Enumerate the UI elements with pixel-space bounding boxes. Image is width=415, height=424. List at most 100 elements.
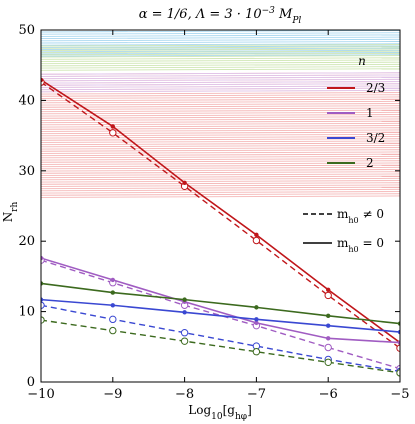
x-tick-label: −7 [247,387,266,402]
band-hatch-2 [41,43,400,46]
series-0-solid-point [110,124,116,129]
series-0-dashed-point [252,236,261,245]
band-hatch-0 [41,169,400,172]
band-hatch-3 [41,57,400,60]
series-1-solid-point [110,277,116,283]
band-hatch-2 [41,41,400,44]
series-3-dashed-point [41,316,45,324]
band-hatch-3 [41,61,400,65]
series-2-dashed-point [109,315,117,324]
y-tick-label: 40 [18,93,35,108]
band-hatch-0 [41,149,400,152]
band-hatch-0 [41,105,400,108]
band-hatch-0 [41,177,400,181]
series-3-solid-point [326,313,331,319]
band-hatch-0 [41,136,400,139]
band-hatch-0 [41,129,400,132]
band-hatch-2 [41,54,400,57]
band-hatch-0 [41,127,400,130]
band-hatch-0 [41,164,400,168]
series-3-solid-point [397,321,400,326]
band-hatch-2 [41,32,400,35]
band-hatch-0 [41,184,400,187]
series-3-dashed-line [41,319,400,374]
band-hatch-0 [41,186,400,190]
x-tick-label: −8 [175,387,194,402]
band-hatch-0 [41,188,400,192]
series-2-solid-point [397,329,400,335]
band-hatch-0 [41,175,400,179]
band-hatch-0 [41,125,400,128]
x-tick-label: −5 [390,387,409,402]
legend-label-3: 2 [366,156,374,170]
band-hatch-0 [41,155,400,159]
band-hatch-0 [41,94,400,97]
band-hatch-0 [41,144,400,148]
band-hatch-0 [41,133,400,137]
band-hatch-1 [41,78,400,82]
band-hatch-0 [41,153,400,157]
series-3-solid-point [41,281,44,286]
y-tick-label: 0 [27,375,35,390]
series-2-dashed-point [180,329,189,337]
band-hatch-2 [41,34,400,37]
series-layer [41,77,400,377]
band-hatch-0 [41,103,400,106]
series-0-dashed-point [324,291,332,300]
band-hatch-0 [41,173,400,176]
legend-solid-label: mh0 = 0 [337,236,384,254]
band-hatch-0 [41,160,400,163]
band-hatch-0 [41,166,400,170]
series-3-dashed-point [180,337,189,345]
series-1-solid-point [397,340,400,345]
legend-title: n [358,54,366,68]
series-1-solid-point [254,320,259,326]
band-hatch-0 [41,109,400,113]
band-hatch-3 [41,46,400,49]
y-axis-label: Nrh [1,202,20,223]
series-3-dashed-point [109,326,117,335]
band-hatch-0 [41,142,400,146]
band-hatch-0 [41,131,400,135]
series-2-solid-point [41,297,44,302]
series-2-solid-line [41,298,400,333]
band-layer [41,30,400,198]
legend-label-1: 1 [366,106,374,120]
series-1-solid-line [41,257,400,344]
band-hatch-0 [41,193,400,196]
series-2-solid-point [326,323,331,328]
band-hatch-0 [41,182,400,185]
band-hatch-0 [41,171,400,174]
band-hatch-2 [41,30,400,33]
series-3-dashed-point [324,358,332,366]
x-axis-label: Log10[ghφ] [188,403,252,422]
plot-frame [40,29,401,383]
band-hatch-0 [41,120,400,124]
band-hatch-0 [41,191,400,194]
band-hatch-1 [41,76,400,80]
band-hatch-1 [41,74,400,77]
series-3-solid-line [41,282,400,325]
band-hatch-2 [41,52,400,55]
series-0-solid-point [254,232,259,238]
series-2-dashed-point [41,301,45,309]
x-tick-label: −10 [27,387,54,402]
band-hatch-1 [41,81,400,84]
band-hatch-3 [41,63,400,67]
series-0-solid-point [326,287,331,292]
band-hatch-3 [41,68,400,71]
band-hatch-3 [41,44,400,47]
series-0-solid-point [182,180,187,185]
y-tick-label: 30 [18,164,35,179]
band-hatch-0 [41,98,400,102]
series-3-solid-point [182,297,187,302]
tick-layer: −10 −9 −8 −7 −6 −5 0 10 20 30 40 50 [18,23,409,402]
band-hatch-1 [41,85,400,88]
band-hatch-0 [41,140,400,143]
band-hatch-0 [41,96,400,99]
band-hatch-2 [41,49,400,53]
band-hatch-3 [41,55,400,58]
band-hatch-0 [41,195,400,198]
band-hatch-0 [41,100,400,104]
